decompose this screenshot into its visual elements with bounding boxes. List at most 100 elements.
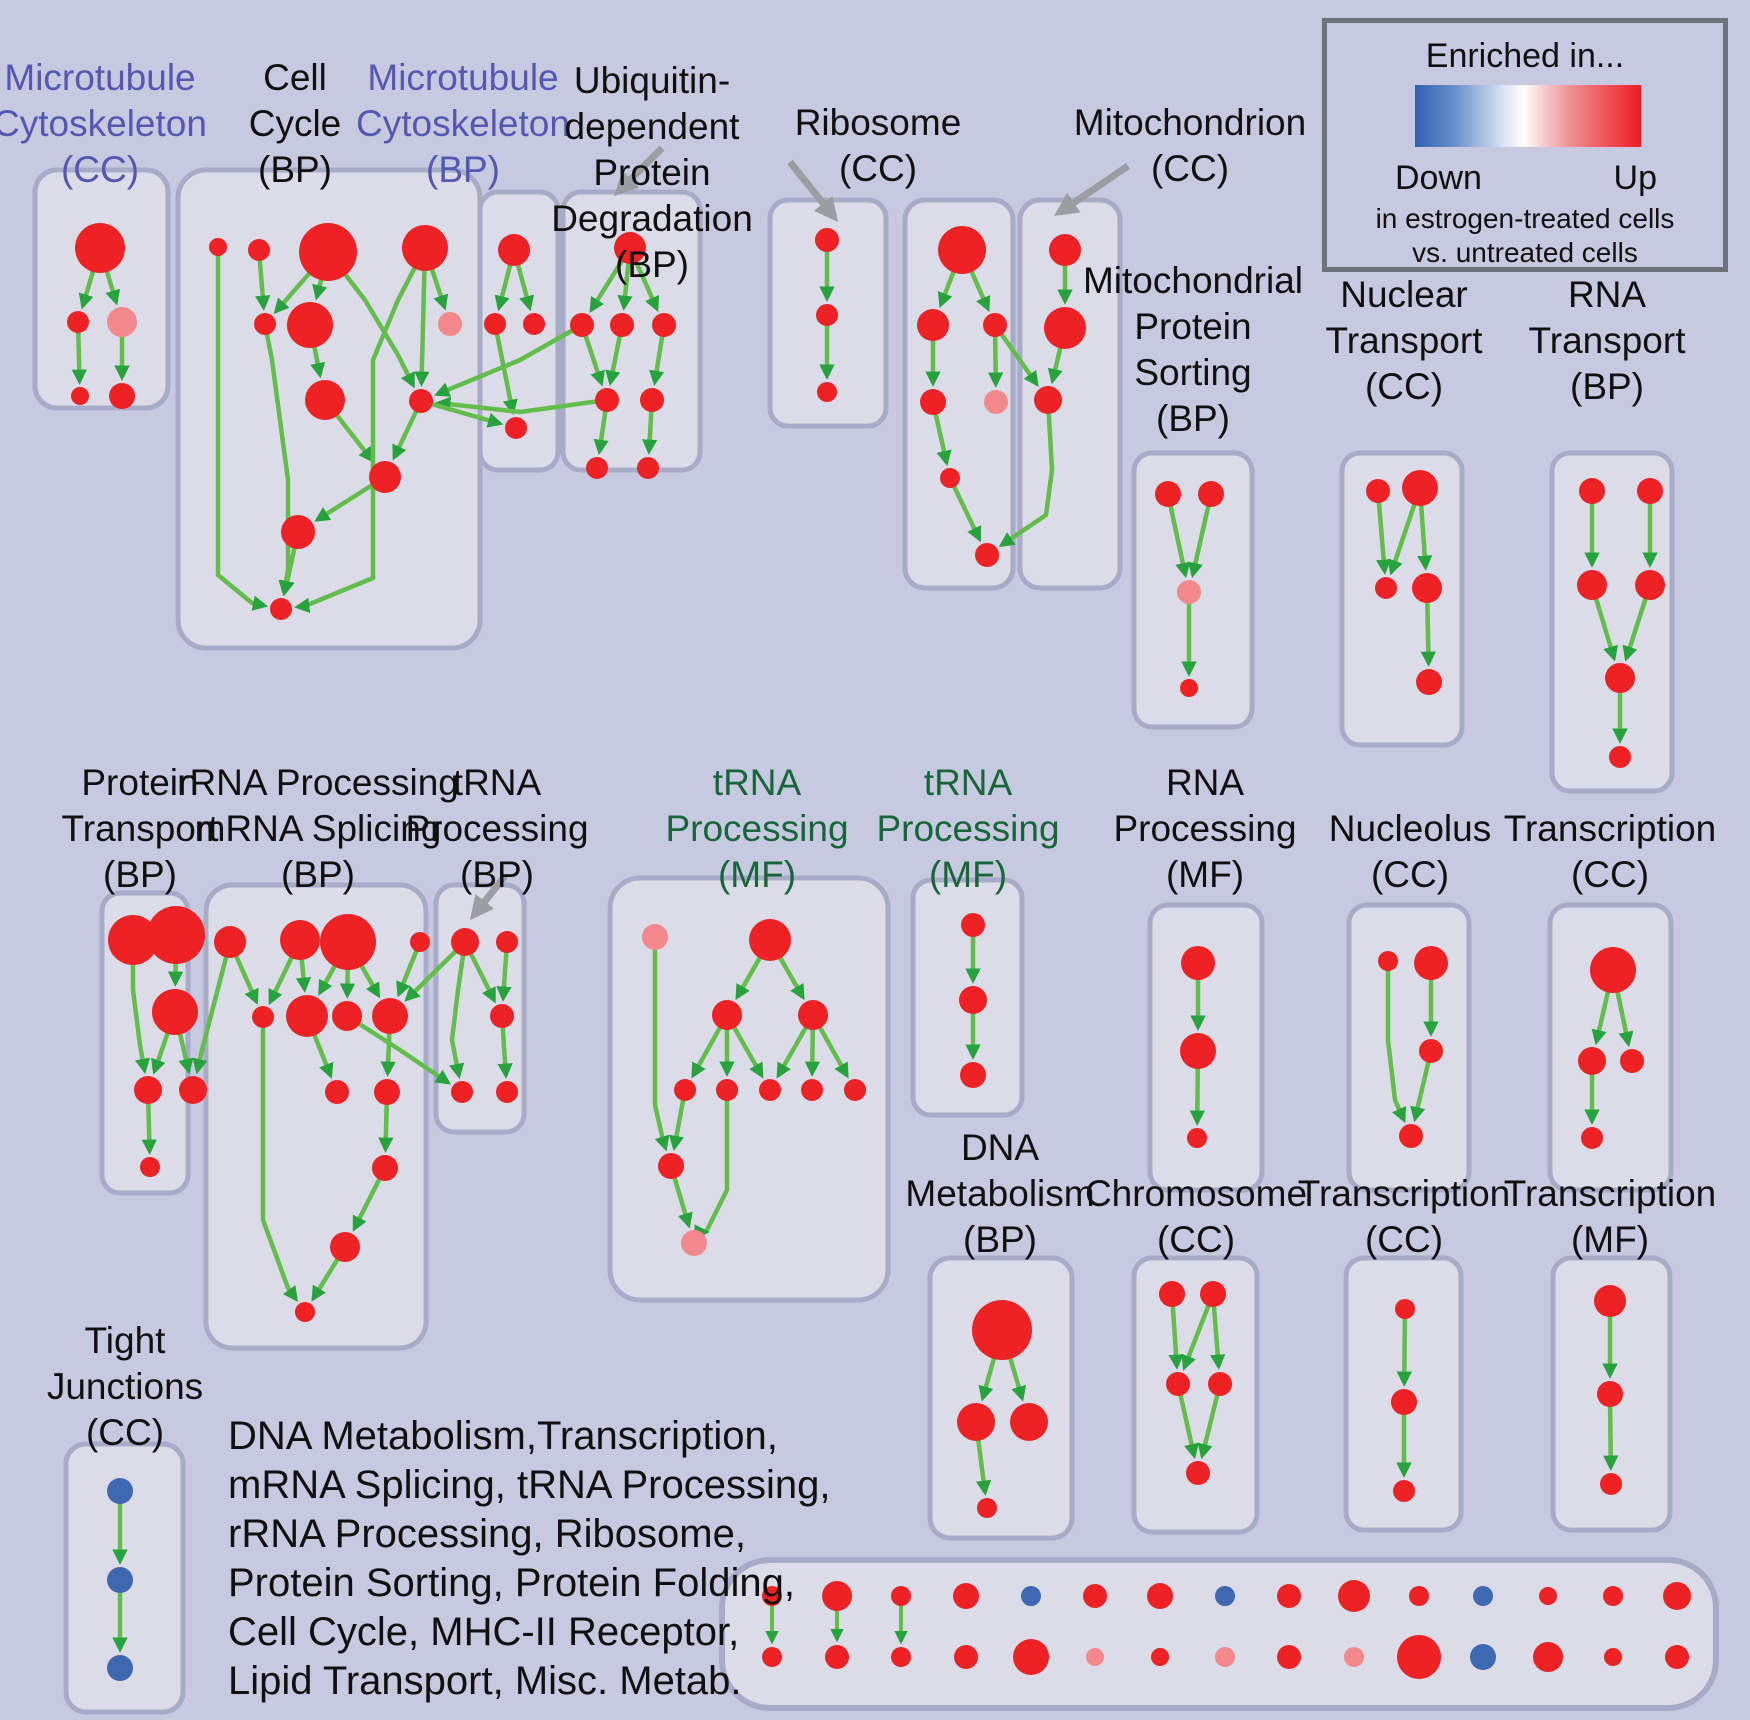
- go-term-node: [1470, 1644, 1496, 1670]
- go-term-node: [287, 302, 333, 348]
- edge: [326, 250, 416, 389]
- legend-down-label: Down: [1395, 159, 1482, 197]
- go-term-node: [712, 1000, 742, 1030]
- edge: [1187, 493, 1214, 579]
- go-term-node: [1044, 307, 1086, 349]
- label-mitochondrial-protein-sorting-bp: Mitochondrial Protein Sorting (BP): [1082, 260, 1304, 439]
- go-term-node: [586, 457, 608, 479]
- go-term-node: [372, 998, 408, 1034]
- go-term-node: [759, 1079, 781, 1101]
- go-term-node: [325, 1080, 349, 1104]
- go-term-node: [1181, 946, 1215, 980]
- go-term-node: [107, 1567, 133, 1593]
- go-term-node: [332, 1001, 362, 1031]
- go-term-node: [372, 1155, 398, 1181]
- go-term-node: [505, 417, 527, 439]
- go-term-node: [252, 1006, 274, 1028]
- go-term-node: [134, 1076, 162, 1104]
- go-term-node: [490, 1004, 514, 1028]
- go-term-node: [281, 515, 315, 549]
- go-term-node: [1034, 386, 1062, 414]
- edge: [1181, 1293, 1216, 1371]
- go-term-node: [1603, 1586, 1623, 1606]
- go-term-node: [152, 989, 198, 1035]
- label-microtubule-cytoskeleton-cc: Microtubule Cytoskeleton (CC): [0, 57, 207, 190]
- legend-up-label: Up: [1613, 159, 1657, 197]
- go-term-node: [498, 234, 530, 266]
- mitochondrion-arrow: [1054, 163, 1130, 216]
- go-term-node: [1663, 1582, 1691, 1610]
- go-term-node: [1277, 1645, 1301, 1669]
- cluster-box-transcription-cc-top: [1547, 902, 1674, 1193]
- go-term-node: [209, 238, 227, 256]
- go-term-node: [1399, 1124, 1423, 1148]
- edge: [1396, 1308, 1412, 1387]
- edge: [652, 937, 670, 1152]
- ubiquitin-arrow-right: [787, 159, 839, 222]
- label-cell-cycle-bp: Cell Cycle (BP): [248, 57, 342, 190]
- go-term-node: [484, 313, 506, 335]
- label-trna-processing-mf-1: tRNA Processing (MF): [665, 762, 849, 895]
- go-term-node: [107, 1655, 133, 1681]
- go-term-node: [642, 924, 668, 950]
- go-term-node: [1147, 1583, 1173, 1609]
- go-term-node: [917, 309, 949, 341]
- go-term-node: [1600, 1473, 1622, 1495]
- go-term-node: [749, 919, 791, 961]
- label-dna-metabolism-bp: DNA Metabolism (BP): [905, 1127, 1095, 1260]
- go-term-node: [451, 928, 479, 956]
- cluster-box-dna-metabolism: [927, 1255, 1075, 1541]
- go-term-node: [1609, 746, 1631, 768]
- go-term-node: [972, 1300, 1032, 1360]
- go-term-node: [1159, 1281, 1185, 1307]
- go-term-node: [983, 313, 1007, 337]
- go-term-node: [1409, 1586, 1429, 1606]
- go-term-node: [67, 311, 89, 333]
- go-term-node: [1581, 1127, 1603, 1149]
- go-term-node: [681, 1230, 707, 1256]
- label-ribosome-cc: Ribosome (CC): [794, 102, 962, 189]
- edge: [947, 477, 982, 543]
- go-term-node: [1180, 1033, 1216, 1069]
- go-term-node: [179, 1076, 207, 1104]
- go-term-node: [1010, 1403, 1048, 1441]
- label-tight-junctions-cc: Tight Junctions (CC): [46, 1320, 204, 1453]
- go-term-node: [107, 1478, 133, 1504]
- go-term-node: [1590, 947, 1636, 993]
- go-term-node: [1395, 1299, 1415, 1319]
- edge: [1385, 961, 1407, 1124]
- go-term-node: [1393, 1480, 1415, 1502]
- edge: [1375, 490, 1392, 575]
- go-term-node: [920, 389, 946, 415]
- go-term-node: [1215, 1586, 1235, 1606]
- go-term-node: [280, 920, 320, 960]
- footnote-text: DNA Metabolism,Transcription, mRNA Splic…: [228, 1414, 831, 1703]
- go-term-node: [1414, 946, 1448, 980]
- go-term-node: [1665, 1645, 1689, 1669]
- label-rna-processing-mf: RNA Processing (MF): [1113, 762, 1297, 895]
- label-transcription-mf: Transcription (MF): [1503, 1173, 1717, 1260]
- go-term-node: [1215, 1647, 1235, 1667]
- go-term-node: [409, 389, 433, 413]
- go-term-node: [1604, 1648, 1622, 1666]
- edge: [192, 941, 233, 1075]
- go-term-node: [1416, 669, 1442, 695]
- go-term-node: [1013, 1639, 1049, 1675]
- go-term-node: [374, 1079, 400, 1105]
- go-term-node: [957, 1403, 995, 1441]
- go-term-node: [1187, 1128, 1207, 1148]
- go-term-node: [1049, 234, 1081, 266]
- label-trna-processing-bp: tRNA Processing (BP): [405, 762, 589, 895]
- go-term-node: [1198, 481, 1224, 507]
- go-term-node: [496, 1081, 518, 1103]
- go-term-node: [891, 1586, 911, 1606]
- cluster-box-chromosome: [1131, 1255, 1260, 1535]
- go-term-node: [299, 223, 357, 281]
- go-term-node: [108, 915, 158, 965]
- legend-gradient-bar: [1415, 85, 1641, 147]
- edge: [1197, 1383, 1223, 1460]
- go-term-node: [822, 1581, 852, 1611]
- edge: [1175, 1383, 1200, 1460]
- legend-condition-line2: vs. untreated cells: [1412, 237, 1638, 268]
